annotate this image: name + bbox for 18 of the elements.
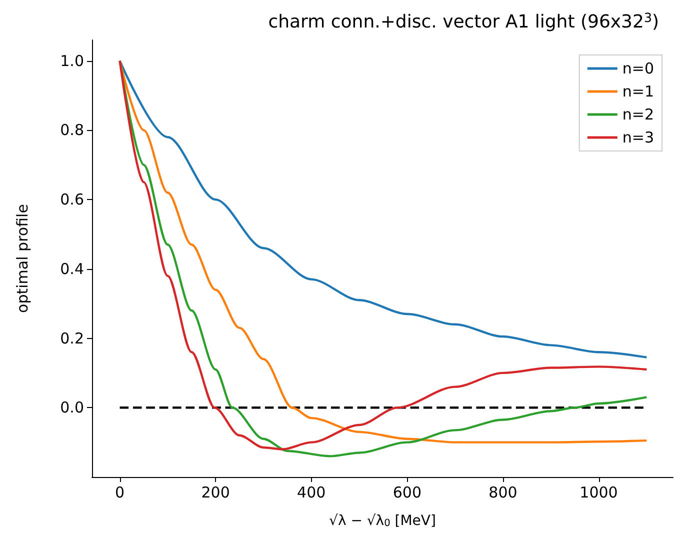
x-tick-label: 200 (201, 484, 230, 502)
x-tick-label: 400 (297, 484, 326, 502)
y-tick-label: 0.6 (60, 190, 84, 209)
y-tick-label: 0.0 (60, 398, 84, 417)
x-tick-label: 1000 (580, 484, 618, 502)
legend-label: n=1 (622, 82, 654, 100)
y-tick-label: 0.4 (60, 260, 84, 278)
x-tick-label: 800 (488, 484, 518, 502)
legend-label: n=2 (622, 106, 654, 124)
y-tick-label: 0.2 (60, 329, 84, 348)
x-axis-title: √λ − √λ0 [MeV] (329, 512, 436, 530)
x-tick-label: 600 (392, 484, 422, 502)
legend-label: n=0 (622, 60, 654, 78)
y-tick-label: 0.8 (60, 121, 84, 140)
y-tick-label: 1.0 (60, 52, 84, 70)
x-tick-label: 0 (115, 484, 125, 502)
legend-label: n=3 (622, 128, 654, 146)
y-axis-title: optimal profile (14, 204, 32, 313)
